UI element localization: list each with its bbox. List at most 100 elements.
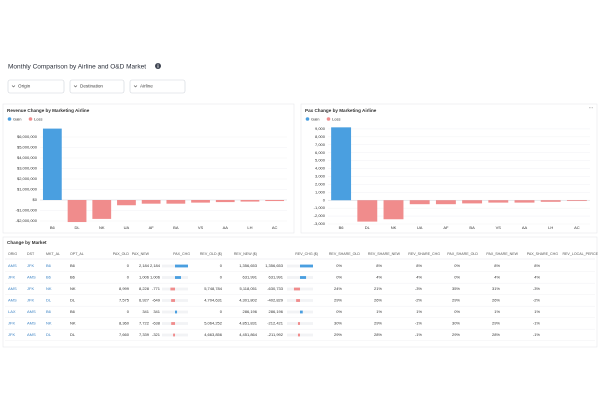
table-cell: B6 [70, 275, 76, 280]
cell-bar [300, 276, 307, 279]
table-cell: AMS [8, 263, 17, 268]
filter-dropdown[interactable] [7, 79, 65, 94]
legend-label: Gain [13, 116, 21, 121]
column-header: PAX_SHARE_NEW [486, 252, 518, 256]
y-tick-label: $0 [33, 197, 38, 202]
table-cell: NK [70, 286, 76, 291]
table-cell: 7,722 [139, 321, 150, 326]
table-cell: JFK [27, 286, 34, 291]
chart-title: Revenue Change by Marketing Airline [7, 108, 90, 113]
table-cell: 29% [374, 321, 382, 326]
table-cell: 4,851,831 [239, 321, 258, 326]
bar [117, 200, 136, 206]
dropdown-arrow [11, 85, 16, 88]
y-tick-label: -1,000 [314, 205, 326, 210]
y-tick-label: -2,000 [314, 213, 326, 218]
table-cell: 28% [374, 332, 382, 337]
column-header: REV_CHG ($) [295, 252, 318, 256]
filter-dropdown[interactable] [129, 79, 186, 94]
panel-menu[interactable]: ··· [589, 105, 594, 111]
cell-bar [300, 264, 313, 268]
y-tick-label: -$1,000,000 [16, 208, 38, 213]
legend-swatch [28, 117, 33, 121]
table-cell: 0% [454, 275, 460, 280]
cell-bar [175, 310, 178, 314]
table-cell: 30% [452, 321, 460, 326]
table-cell: -402,829 [267, 298, 284, 303]
bar [331, 127, 352, 201]
bar [488, 200, 509, 203]
table-cell: 26% [492, 298, 500, 303]
bar [141, 200, 161, 204]
x-tick-label: UA [417, 225, 423, 230]
table-cell: JFK [8, 275, 15, 280]
table-cell: 4,451,864 [239, 332, 258, 337]
table-cell: 5,118,051 [240, 286, 258, 291]
table-cell: 1,356,653 [265, 263, 284, 268]
table-cell: -771 [152, 286, 161, 291]
y-tick-label: $6,000,000 [17, 134, 38, 139]
page-title: Monthly Comparison by Airline and O&D Ma… [8, 64, 146, 71]
table-cell: -2% [415, 298, 423, 303]
bar [462, 200, 483, 204]
legend-label: Loss [332, 116, 340, 121]
table-cell: JFK [27, 298, 34, 303]
table-cell: 0% [336, 309, 342, 314]
info-icon[interactable] [155, 63, 161, 69]
bar [215, 200, 235, 203]
bar [240, 200, 260, 202]
chart-title: Pax Change by Marketing Airline [305, 108, 377, 113]
column-header: ORIG [8, 252, 17, 256]
table-cell: NK [46, 321, 52, 326]
table-cell: -1% [533, 332, 541, 337]
table-cell: NK [46, 286, 52, 291]
table-cell: 21% [374, 286, 382, 291]
x-tick-label: AF [443, 225, 449, 230]
filter-label: Origin [18, 84, 31, 89]
table-cell: 341 [153, 309, 160, 314]
table-cell: 2,184 [139, 263, 150, 268]
table-cell: 8% [376, 263, 382, 268]
table-cell: -211,992 [268, 332, 284, 337]
table-cell: B6 [70, 263, 76, 268]
table-cell: 631,991 [243, 275, 258, 280]
table-cell: DL [46, 298, 52, 303]
table-cell: AMS [8, 286, 17, 291]
table-cell: AMS [27, 275, 36, 280]
cell-bar [293, 287, 300, 291]
bar [42, 128, 62, 200]
x-tick-label: B6 [50, 225, 56, 230]
table-cell: 4% [534, 275, 540, 280]
table-cell: 0 [127, 309, 130, 314]
table-cell: 4,301,802 [239, 298, 258, 303]
table-cell: -321 [152, 332, 161, 337]
table-cell: 29% [452, 298, 460, 303]
cell-bar [297, 333, 300, 337]
x-tick-label: AC [574, 225, 580, 230]
table-cell: 7,575 [119, 298, 130, 303]
column-header: DST [27, 252, 35, 256]
filter-dropdown[interactable] [69, 79, 125, 94]
x-tick-label: LH [548, 225, 553, 230]
table-cell: NK [70, 321, 76, 326]
revenue-panel [2, 103, 295, 234]
cell-bar [296, 299, 300, 302]
table-cell: JFK [27, 263, 34, 268]
column-header: PAX_SHARE_CHG [527, 252, 558, 256]
x-tick-label: AA [522, 225, 528, 230]
bar [566, 200, 587, 202]
table-cell: 6,927 [139, 298, 150, 303]
bar [67, 200, 87, 223]
bar [435, 200, 456, 205]
table-cell: 0% [454, 309, 460, 314]
table-cell: AMS [8, 298, 17, 303]
table-cell: 1% [376, 309, 382, 314]
x-tick-label: VS [496, 225, 502, 230]
table-cell: -2% [533, 298, 541, 303]
table-cell: 24% [334, 286, 342, 291]
table-cell: 1% [494, 309, 500, 314]
table-cell: 0 [220, 263, 223, 268]
table-cell: 2,184 [150, 263, 161, 268]
table-cell: 286,196 [269, 309, 284, 314]
y-tick-label: 0 [323, 197, 326, 202]
